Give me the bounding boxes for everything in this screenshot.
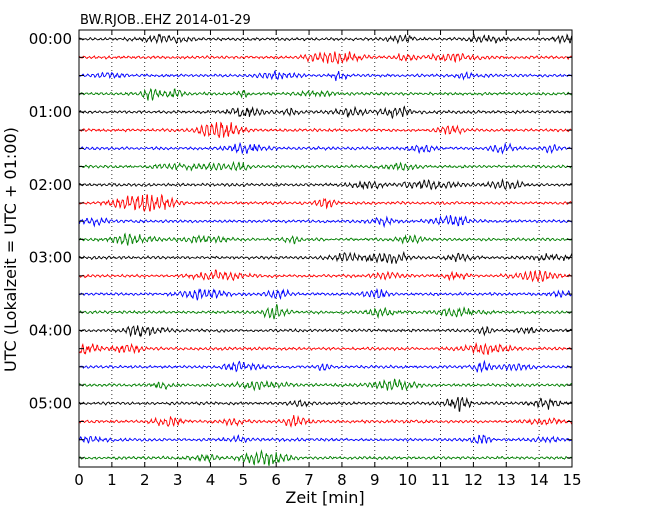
trace-line-4	[78, 105, 573, 120]
x-tick-label: 13	[497, 471, 516, 489]
trace-line-10	[78, 214, 573, 229]
x-tick-label: 6	[271, 471, 281, 489]
trace-line-9	[78, 193, 573, 213]
y-tick-label: 02:00	[29, 176, 72, 194]
trace-line-2	[78, 69, 573, 82]
trace-line-19	[78, 378, 573, 392]
plot-background	[79, 30, 572, 467]
y-tick-label: 03:00	[29, 249, 72, 267]
plot-area	[79, 30, 572, 467]
y-tick-label: 01:00	[29, 103, 72, 121]
x-tick-label: 0	[74, 471, 84, 489]
x-tick-label: 5	[239, 471, 249, 489]
x-tick-label: 10	[398, 471, 417, 489]
trace-line-1	[78, 51, 573, 65]
y-tick-label: 00:00	[29, 30, 72, 48]
trace-line-20	[78, 396, 573, 412]
axes: 0 1 2 3 4 5 6 7 8 9 10 11 12 13 14 1500:0001:0002:0003:…	[29, 29, 582, 489]
y-tick-label: 04:00	[29, 321, 72, 339]
x-tick-label: 1	[107, 471, 117, 489]
x-tick-label: 15	[562, 471, 581, 489]
trace-line-0	[78, 33, 573, 45]
x-tick-label: 8	[337, 471, 347, 489]
trace-line-21	[78, 414, 573, 428]
x-tick-label: 3	[173, 471, 183, 489]
x-tick-label: 7	[304, 471, 314, 489]
trace-line-15	[78, 304, 573, 320]
chart-title: BW.RJOB..EHZ 2014-01-29	[80, 13, 251, 28]
trace-line-17	[78, 341, 573, 356]
trace-line-13	[78, 269, 573, 283]
x-tick-label: 14	[530, 471, 549, 489]
x-tick-label: 2	[140, 471, 150, 489]
trace-line-16	[78, 325, 573, 338]
x-tick-label: 12	[464, 471, 483, 489]
trace-line-22	[78, 434, 573, 444]
trace-line-6	[78, 141, 573, 155]
y-tick-label: 05:00	[29, 394, 72, 412]
trace-line-23	[78, 449, 573, 466]
y-axis-label: UTC (Lokalzeit = UTC + 01:00)	[1, 127, 20, 372]
x-axis-label: Zeit [min]	[285, 488, 364, 507]
x-tick-label: 9	[370, 471, 380, 489]
trace-line-18	[78, 359, 573, 374]
plot-frame	[78, 29, 573, 468]
x-tick-label: 4	[206, 471, 216, 489]
trace-line-11	[78, 232, 573, 246]
trace-line-12	[78, 250, 573, 264]
seismogram-traces	[78, 33, 573, 466]
trace-line-3	[78, 87, 573, 102]
trace-line-14	[78, 287, 573, 301]
trace-line-5	[78, 121, 573, 138]
grid-lines	[111, 30, 540, 467]
trace-line-8	[78, 178, 573, 191]
trace-line-7	[78, 160, 573, 172]
x-tick-label: 11	[431, 471, 450, 489]
